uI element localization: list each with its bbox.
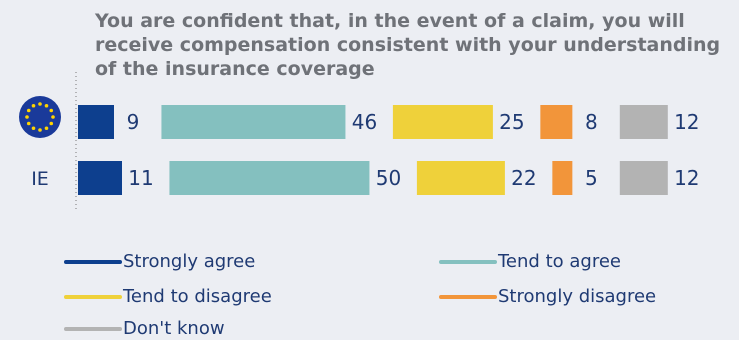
chart-title: You are confident that, in the event of … (95, 10, 721, 80)
legend-label: Tend to disagree (123, 286, 272, 307)
bar-ie-strongly-disagree (552, 161, 573, 195)
legend-item-strongly-agree: Strongly agree (64, 251, 255, 272)
legend-swatch (64, 259, 122, 264)
bar-eu-don-t-know (619, 105, 668, 139)
value-label-eu-strongly-agree: 9 (127, 110, 140, 134)
value-label-eu-strongly-disagree: 8 (585, 110, 598, 134)
legend-item-tend-to-agree: Tend to agree (439, 251, 621, 272)
value-label-ie-strongly-agree: 11 (128, 166, 153, 190)
category-label-ie: IE (31, 168, 49, 190)
value-label-eu-don-t-know: 12 (674, 110, 699, 134)
legend-swatch (64, 326, 122, 331)
bar-eu-tend-to-disagree (392, 105, 493, 139)
legend-swatch (439, 294, 497, 299)
value-label-eu-tend-to-disagree: 25 (499, 110, 524, 134)
legend-swatch (439, 259, 497, 264)
value-label-ie-tend-to-disagree: 22 (511, 166, 536, 190)
value-label-ie-tend-to-agree: 50 (376, 166, 401, 190)
legend-item-don-t-know: Don't know (64, 318, 225, 339)
legend-label: Don't know (123, 318, 225, 339)
legend-label: Strongly agree (123, 251, 256, 272)
value-label-eu-tend-to-agree: 46 (352, 110, 377, 134)
bar-ie-don-t-know (619, 161, 668, 195)
bar-eu-strongly-agree (78, 105, 114, 139)
legend-label: Tend to agree (498, 251, 621, 272)
eu-flag-icon (19, 96, 61, 138)
bar-ie-tend-to-disagree (416, 161, 505, 195)
value-label-ie-strongly-disagree: 5 (585, 166, 598, 190)
bar-ie-strongly-agree (78, 161, 122, 195)
value-label-ie-don-t-know: 12 (674, 166, 699, 190)
legend-item-tend-to-disagree: Tend to disagree (64, 286, 272, 307)
legend-item-strongly-disagree: Strongly disagree (439, 286, 656, 307)
legend-label: Strongly disagree (498, 286, 657, 307)
bar-ie-tend-to-agree (169, 161, 370, 195)
legend-swatch (64, 294, 122, 299)
bar-eu-tend-to-agree (161, 105, 346, 139)
bar-eu-strongly-disagree (540, 105, 573, 139)
